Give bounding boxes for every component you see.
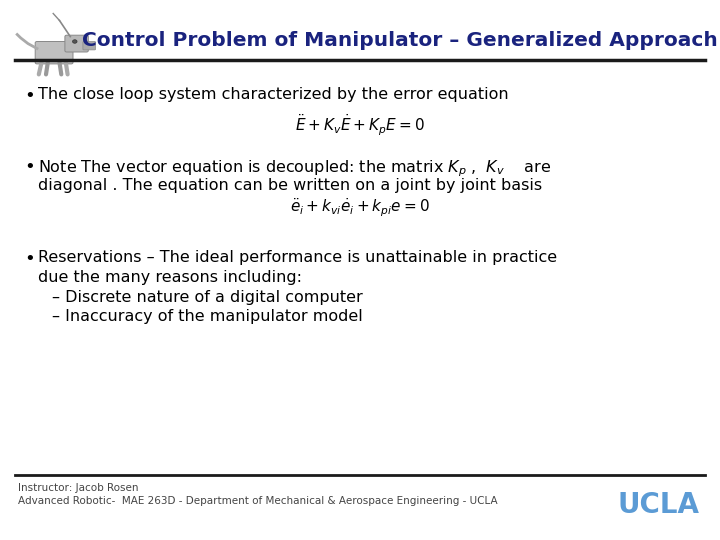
FancyBboxPatch shape	[83, 42, 96, 50]
Text: – Discrete nature of a digital computer: – Discrete nature of a digital computer	[52, 290, 363, 305]
Text: Reservations – The ideal performance is unattainable in practice: Reservations – The ideal performance is …	[38, 250, 557, 265]
Text: diagonal . The equation can be written on a joint by joint basis: diagonal . The equation can be written o…	[38, 178, 542, 193]
Text: •: •	[24, 158, 35, 176]
Text: $\ddot{E} + K_v\dot{E} + K_p E = 0$: $\ddot{E} + K_v\dot{E} + K_p E = 0$	[295, 112, 425, 138]
FancyBboxPatch shape	[65, 35, 89, 52]
Text: •: •	[24, 250, 35, 268]
Text: UCLA: UCLA	[618, 491, 700, 519]
Text: – Inaccuracy of the manipulator model: – Inaccuracy of the manipulator model	[52, 309, 363, 324]
Text: Advanced Robotic-  MAE 263D - Department of Mechanical & Aerospace Engineering -: Advanced Robotic- MAE 263D - Department …	[18, 496, 498, 506]
FancyBboxPatch shape	[35, 42, 73, 64]
Text: •: •	[24, 87, 35, 105]
Text: due the many reasons including:: due the many reasons including:	[38, 270, 302, 285]
Text: The close loop system characterized by the error equation: The close loop system characterized by t…	[38, 87, 508, 102]
Text: Instructor: Jacob Rosen: Instructor: Jacob Rosen	[18, 483, 138, 493]
Text: Note The vector equation is decoupled: the matrix $K_p$ ,  $K_v$    are: Note The vector equation is decoupled: t…	[38, 158, 552, 179]
Circle shape	[73, 40, 77, 43]
Text: $\ddot{e}_i + k_{vi}\dot{e}_i + k_{pi}e = 0$: $\ddot{e}_i + k_{vi}\dot{e}_i + k_{pi}e …	[290, 197, 430, 219]
Text: Control Problem of Manipulator – Generalized Approach: Control Problem of Manipulator – General…	[82, 30, 718, 50]
